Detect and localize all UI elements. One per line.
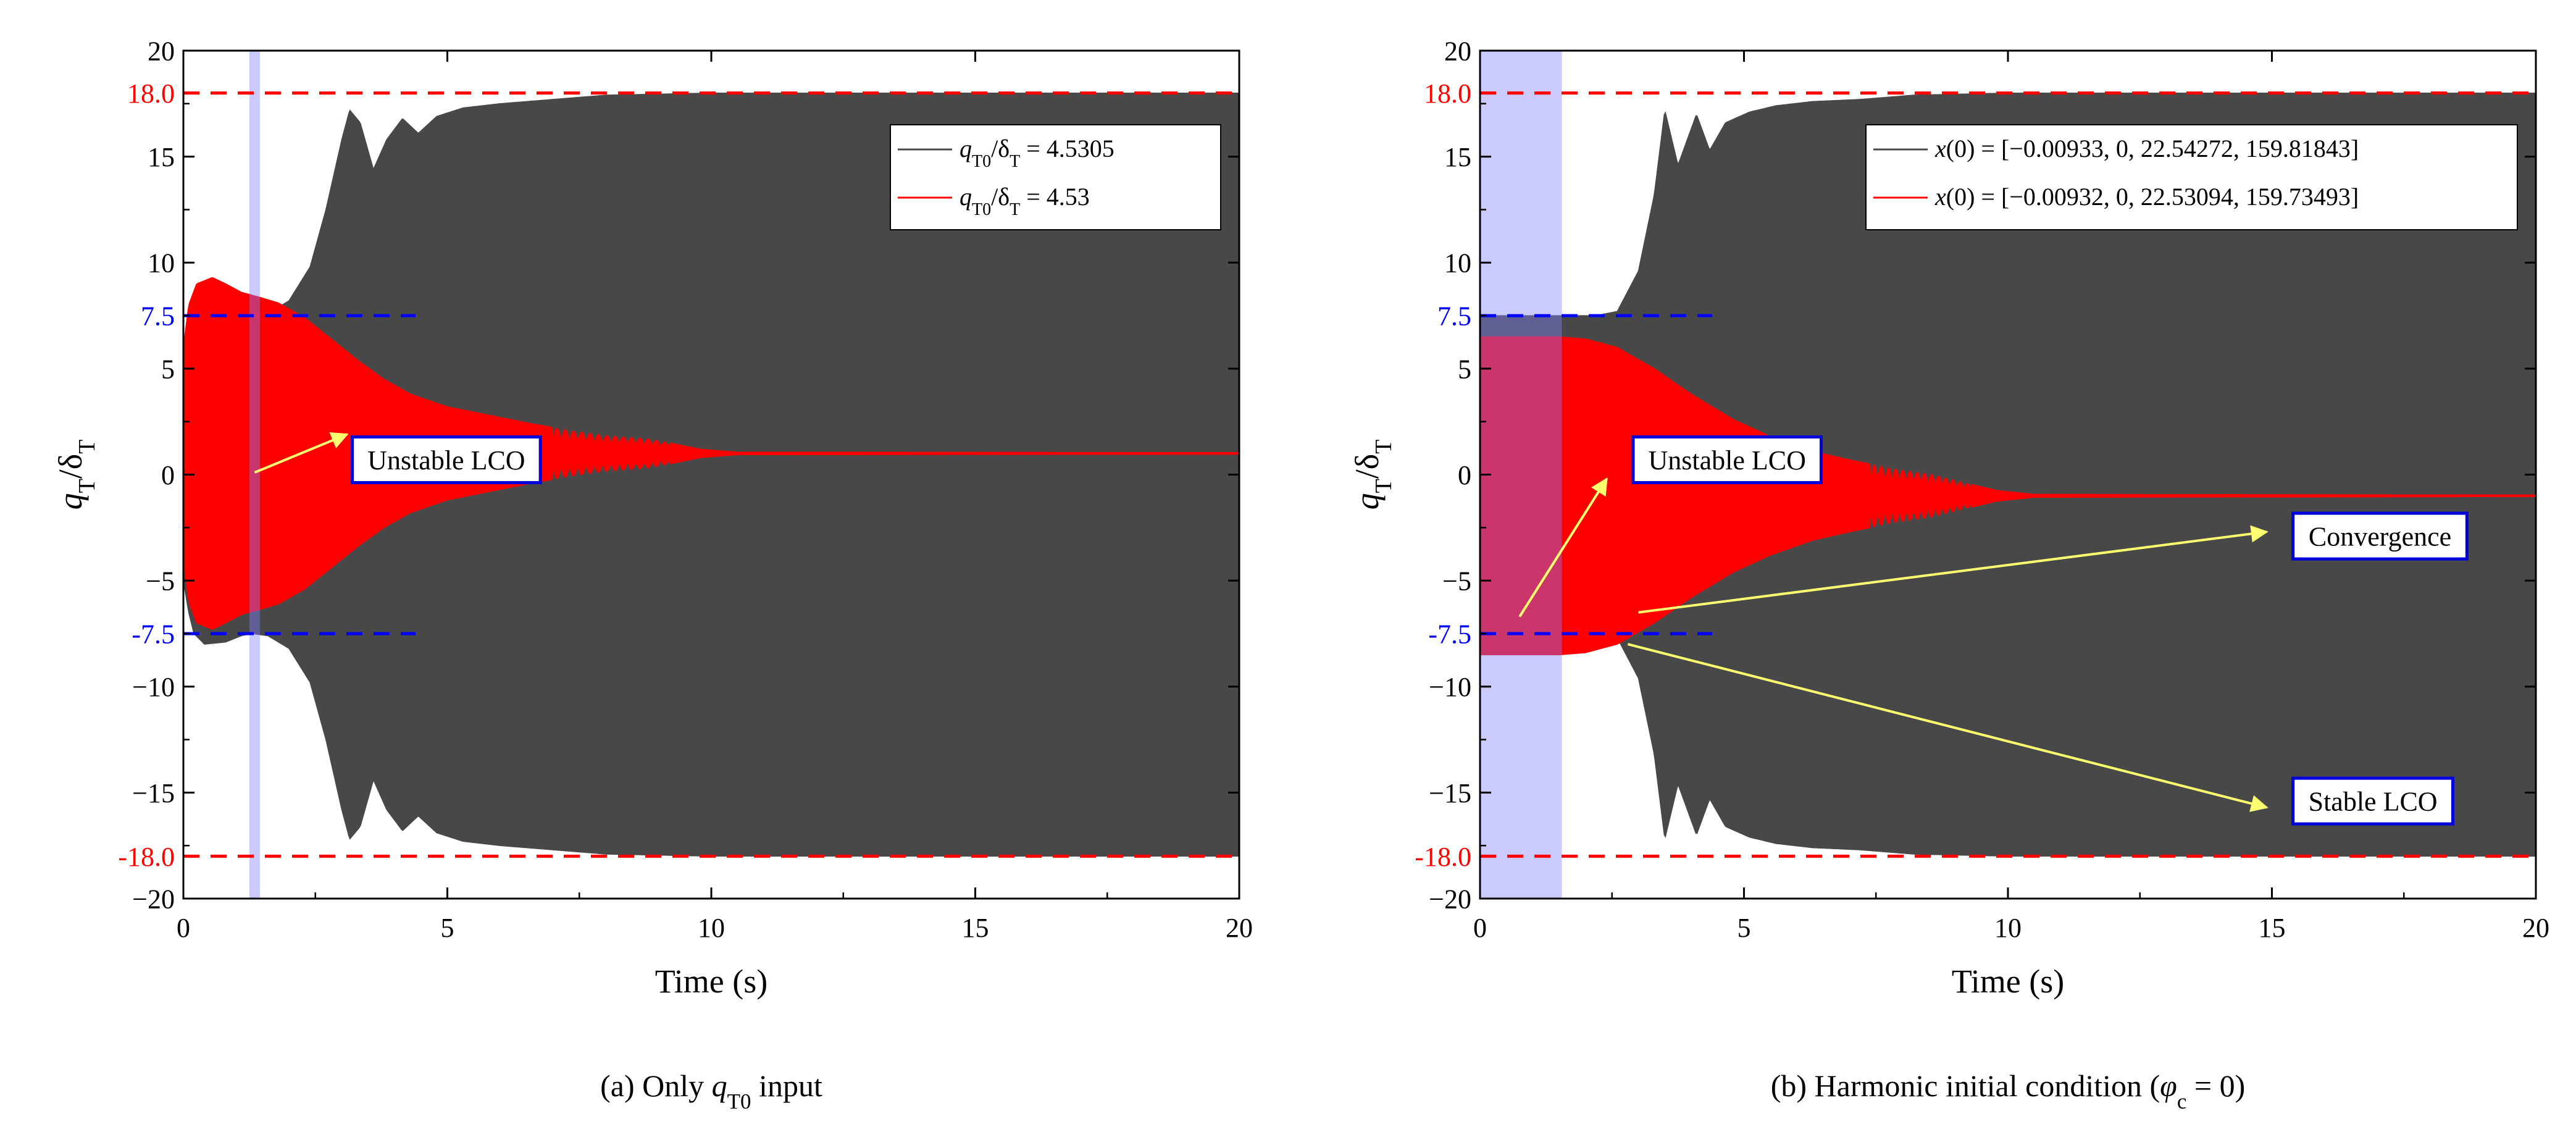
y-tick-label: −15 — [1429, 778, 1471, 808]
y-tick-label: −20 — [132, 884, 175, 914]
reference-label-3: -7.5 — [132, 619, 175, 649]
annotation-box-0 — [351, 435, 542, 484]
annotation-arrow-2 — [1627, 643, 2269, 812]
annotation-text-0: Unstable LCO — [1649, 445, 1806, 476]
x-axis-label: Time (s) — [655, 963, 768, 1000]
legend-entry-0: qT0/δT = 4.5305 — [960, 135, 1114, 171]
y-tick-label: 20 — [148, 36, 175, 66]
y-tick-label: −5 — [146, 566, 175, 597]
reference-label-1: -18.0 — [118, 842, 175, 872]
y-tick-label: 10 — [148, 248, 175, 279]
legend-entry-0: x(0) = [−0.00933, 0, 22.54272, 159.81843… — [1934, 135, 2359, 162]
annotation-text-2: Stable LCO — [2309, 787, 2438, 817]
legend: qT0/δT = 4.5305 qT0/δT = 4.53 — [890, 124, 1221, 230]
plot-area — [1480, 51, 2536, 899]
y-tick-label: 0 — [1458, 460, 1471, 490]
y-tick-label: −15 — [132, 778, 175, 808]
plot-area — [183, 51, 1239, 899]
annotation-box-1 — [2291, 511, 2469, 561]
shaded-region — [249, 51, 260, 899]
y-tick-label: 5 — [1458, 354, 1471, 384]
y-tick-label: −5 — [1442, 566, 1471, 597]
x-tick-label: 10 — [698, 913, 725, 943]
x-tick-label: 20 — [2522, 913, 2549, 943]
legend: x(0) = [−0.00933, 0, 22.54272, 159.81843… — [1865, 124, 2518, 230]
series-0-envelope — [183, 92, 1239, 857]
y-tick-label: −10 — [132, 672, 175, 702]
x-tick-label: 5 — [1738, 913, 1751, 943]
y-axis-label: qT/δT — [52, 440, 100, 510]
annotation-text-1: Convergence — [2309, 521, 2451, 552]
annotation-arrow-0 — [254, 432, 349, 474]
y-tick-label: 15 — [148, 142, 175, 172]
x-axis-label: Time (s) — [1952, 963, 2065, 1000]
y-axis-label: qT/δT — [1349, 440, 1397, 510]
reference-label-2: 7.5 — [1437, 301, 1471, 331]
x-tick-label: 15 — [962, 913, 989, 943]
shaded-region — [1480, 51, 1562, 899]
x-tick-label: 5 — [441, 913, 454, 943]
series-0-envelope — [1480, 92, 2536, 857]
legend-entry-1: qT0/δT = 4.53 — [960, 183, 1090, 219]
y-tick-label: 5 — [161, 354, 175, 384]
panel-b: 18.0 -18.0 7.5 -7.5 0 5 10 15 20 −20 −15 −10 −5 0 5 10 1… — [1349, 36, 2549, 1113]
annotation-arrow-1 — [1638, 525, 2269, 614]
legend-entry-1: x(0) = [−0.00932, 0, 22.53094, 159.73493… — [1934, 183, 2359, 211]
panel-caption: (b) Harmonic initial condition (φc = 0) — [1771, 1068, 2245, 1114]
x-tick-label: 10 — [1994, 913, 2022, 943]
y-tick-label: 20 — [1444, 36, 1471, 66]
x-tick-label: 0 — [177, 913, 190, 943]
reference-label-3: -7.5 — [1428, 619, 1471, 649]
x-tick-label: 15 — [2259, 913, 2286, 943]
reference-label-2: 7.5 — [141, 301, 175, 331]
y-tick-label: 10 — [1444, 248, 1471, 279]
legend-box — [1865, 124, 2518, 230]
legend-box — [890, 124, 1221, 230]
annotation-text-0: Unstable LCO — [367, 445, 525, 476]
annotation-arrow-0 — [1518, 477, 1608, 618]
annotation-box-0 — [1631, 435, 1823, 484]
reference-label-0: 18.0 — [1424, 78, 1471, 109]
panel-a: 18.0 -18.0 7.5 -7.5 0 5 10 15 20 −20 −15 −10 −5 0 5 10 1… — [52, 36, 1253, 1113]
annotation-box-2 — [2291, 776, 2454, 826]
y-tick-label: 15 — [1444, 142, 1471, 172]
y-tick-label: −10 — [1429, 672, 1471, 702]
x-tick-label: 0 — [1473, 913, 1487, 943]
panel-caption: (a) Only qT0 input — [600, 1068, 822, 1114]
x-tick-label: 20 — [1226, 913, 1253, 943]
y-tick-label: −20 — [1429, 884, 1471, 914]
reference-label-0: 18.0 — [127, 78, 175, 109]
reference-label-1: -18.0 — [1415, 842, 1471, 872]
y-tick-label: 0 — [161, 460, 175, 490]
